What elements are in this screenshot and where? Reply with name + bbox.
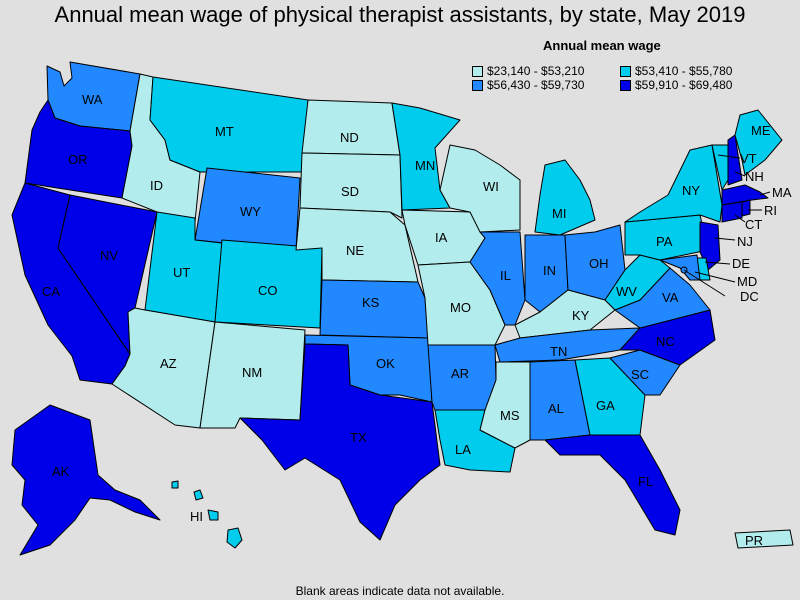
- state-label-tx: TX: [350, 430, 367, 445]
- state-label-wv: WV: [616, 284, 637, 299]
- state-label-in: IN: [543, 263, 556, 278]
- state-label-nj: NJ: [737, 234, 753, 249]
- state-label-fl: FL: [638, 474, 653, 489]
- state-label-mt: MT: [215, 124, 234, 139]
- legend-label: $59,910 - $69,480: [635, 78, 733, 92]
- state-label-vt: VT: [740, 151, 757, 166]
- legend-item: $53,410 - $55,780: [620, 64, 732, 78]
- state-label-ut: UT: [173, 265, 190, 280]
- state-hi-island[interactable]: [171, 480, 179, 489]
- state-hi[interactable]: [226, 527, 243, 549]
- legend-item: $59,910 - $69,480: [620, 78, 732, 92]
- leader-line: [704, 261, 731, 265]
- leader-line: [694, 271, 736, 283]
- state-nh[interactable]: [727, 134, 743, 186]
- state-label-ne: NE: [346, 243, 364, 258]
- state-il[interactable]: [469, 231, 526, 326]
- state-label-pa: PA: [656, 234, 673, 249]
- state-pr[interactable]: [734, 529, 794, 549]
- state-label-mi: MI: [552, 206, 566, 221]
- state-wv[interactable]: [604, 254, 671, 311]
- footnote: Blank areas indicate data not available.: [295, 584, 505, 598]
- leader-line: [714, 237, 736, 241]
- state-label-wy: WY: [240, 204, 261, 219]
- state-label-oh: OH: [589, 256, 609, 271]
- state-me[interactable]: [734, 109, 783, 176]
- state-nd[interactable]: [301, 99, 401, 156]
- state-ct[interactable]: [721, 201, 743, 223]
- map-title: Annual mean wage of physical therapist a…: [54, 2, 746, 27]
- state-label-ak: AK: [52, 464, 70, 479]
- state-label-ma: MA: [772, 185, 792, 200]
- state-label-ok: OK: [376, 356, 395, 371]
- legend-label: $23,140 - $53,210: [487, 64, 585, 78]
- state-label-nc: NC: [656, 334, 675, 349]
- legend-item: $23,140 - $53,210: [472, 64, 584, 78]
- legend-label: $53,410 - $55,780: [635, 64, 733, 78]
- state-sd[interactable]: [299, 152, 403, 219]
- state-label-ky: KY: [572, 308, 590, 323]
- state-hi-islands: [171, 480, 243, 549]
- state-label-ri: RI: [764, 203, 777, 218]
- state-label-al: AL: [548, 401, 564, 416]
- leader-line: [759, 191, 771, 196]
- state-label-md: MD: [737, 274, 757, 289]
- leader-line: [734, 214, 746, 223]
- state-ak[interactable]: [11, 404, 161, 556]
- state-ri[interactable]: [741, 199, 751, 217]
- state-label-pr: PR: [745, 533, 763, 548]
- state-label-mn: MN: [415, 158, 435, 173]
- state-label-me: ME: [751, 123, 771, 138]
- state-label-ga: GA: [596, 398, 615, 413]
- legend-swatch: [620, 79, 631, 91]
- state-hi-island[interactable]: [193, 489, 204, 501]
- state-label-ia: IA: [435, 230, 448, 245]
- state-label-ms: MS: [500, 408, 520, 423]
- state-label-or: OR: [68, 152, 88, 167]
- state-label-il: IL: [500, 268, 511, 283]
- state-label-ks: KS: [362, 295, 380, 310]
- state-label-dc: DC: [740, 289, 759, 304]
- state-mi[interactable]: [534, 159, 596, 236]
- state-label-ny: NY: [682, 183, 700, 198]
- state-label-la: LA: [455, 442, 471, 457]
- state-label-ca: CA: [42, 284, 60, 299]
- state-label-wi: WI: [483, 179, 499, 194]
- state-label-sc: SC: [631, 367, 649, 382]
- leader-line: [717, 154, 741, 159]
- state-label-az: AZ: [160, 356, 177, 371]
- state-label-nv: NV: [100, 248, 118, 263]
- state-label-va: VA: [662, 290, 679, 305]
- state-wi[interactable]: [439, 144, 521, 233]
- leader-line: [734, 171, 746, 177]
- leader-line: [683, 269, 726, 297]
- state-label-ar: AR: [451, 366, 469, 381]
- legend-swatch: [472, 79, 483, 91]
- state-label-hi: HI: [190, 509, 203, 524]
- state-sc[interactable]: [609, 349, 681, 396]
- legend-label: $56,430 - $59,730: [487, 78, 585, 92]
- legend-item: $56,430 - $59,730: [472, 78, 584, 92]
- state-label-sd: SD: [341, 184, 359, 199]
- legend-swatch: [472, 65, 483, 77]
- state-ga[interactable]: [574, 357, 646, 436]
- state-label-nd: ND: [340, 130, 359, 145]
- legend-swatch: [620, 65, 631, 77]
- state-fl[interactable]: [544, 434, 681, 536]
- state-label-id: ID: [150, 178, 163, 193]
- state-label-de: DE: [732, 256, 750, 271]
- state-hi-island[interactable]: [207, 509, 219, 521]
- state-label-nh: NH: [745, 169, 764, 184]
- state-label-nm: NM: [242, 365, 262, 380]
- state-label-co: CO: [258, 283, 278, 298]
- state-ny[interactable]: [624, 144, 723, 223]
- state-label-tn: TN: [550, 344, 567, 359]
- state-label-wa: WA: [82, 92, 103, 107]
- state-label-mo: MO: [450, 300, 471, 315]
- state-label-ct: CT: [745, 217, 762, 232]
- legend-title: Annual mean wage: [543, 38, 661, 53]
- state-tx[interactable]: [239, 343, 441, 541]
